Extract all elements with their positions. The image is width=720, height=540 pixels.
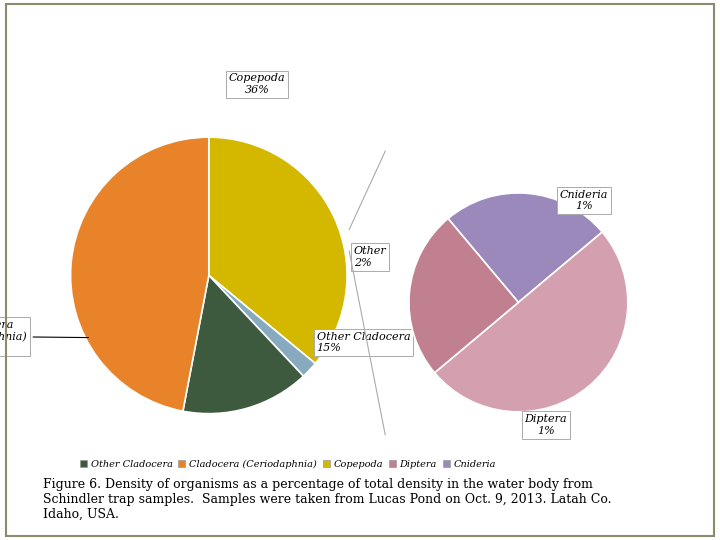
Legend: Other Cladocera, Cladocera (Ceriodaphnia), Copepoda, Diptera, Cnideria: Other Cladocera, Cladocera (Ceriodaphnia… (76, 456, 500, 472)
Text: Copepoda
36%: Copepoda 36% (229, 73, 286, 95)
Wedge shape (183, 275, 303, 414)
Wedge shape (448, 193, 602, 302)
Wedge shape (209, 137, 347, 363)
Wedge shape (409, 219, 518, 373)
Text: Other Cladocera
15%: Other Cladocera 15% (317, 332, 410, 354)
Text: Other
2%: Other 2% (354, 246, 387, 268)
Text: Cladocera
(Ceriodaphnia)
47%: Cladocera (Ceriodaphnia) 47% (0, 320, 89, 354)
Text: Figure 6. Density of organisms as a percentage of total density in the water bod: Figure 6. Density of organisms as a perc… (43, 478, 612, 521)
Wedge shape (209, 275, 315, 376)
Wedge shape (435, 232, 628, 412)
Text: Diptera
1%: Diptera 1% (524, 414, 567, 436)
Wedge shape (71, 137, 209, 411)
Text: Cnideria
1%: Cnideria 1% (560, 190, 608, 211)
